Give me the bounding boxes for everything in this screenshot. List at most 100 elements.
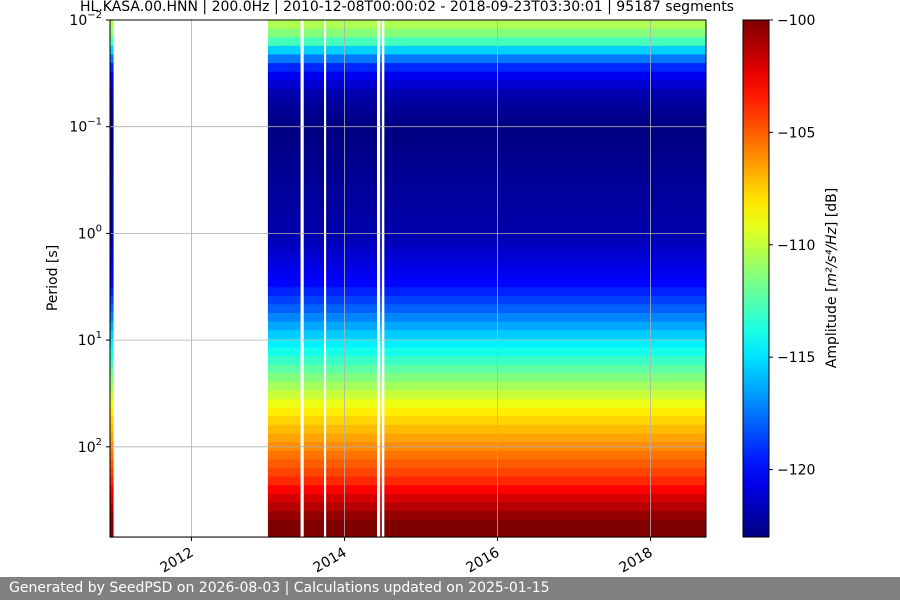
heatmap-row	[110, 192, 706, 202]
y-tick-label: 10−1	[69, 117, 102, 136]
y-tick-base: 10	[78, 226, 96, 242]
y-tick-base: 10	[69, 120, 87, 136]
heatmap-row	[110, 450, 706, 461]
colorbar-label: Amplitude [m²/s⁴/Hz] [dB]	[824, 188, 840, 368]
heatmap-row	[110, 364, 706, 374]
heatmap-row	[110, 261, 706, 271]
heatmap-row	[110, 54, 706, 64]
y-tick-exponent: 1	[96, 330, 102, 341]
heatmap-row	[110, 132, 706, 142]
heatmap-row	[110, 407, 706, 417]
heatmap-row	[110, 278, 706, 288]
y-tick-exponent: 2	[96, 437, 102, 448]
heatmap-row	[110, 114, 706, 124]
heatmap-row	[110, 424, 706, 435]
heatmap-row	[110, 45, 706, 56]
plot-frame	[109, 19, 707, 538]
heatmap-row	[110, 416, 706, 426]
y-tick-exponent: 0	[96, 223, 102, 234]
heatmap-row	[110, 200, 706, 211]
heatmap-row	[110, 519, 706, 529]
colorbar	[742, 19, 770, 538]
data-gap	[113, 20, 268, 537]
y-tick-exponent: −1	[87, 117, 102, 128]
heatmap-row	[110, 123, 706, 133]
colorbar-label-post: ] [dB]	[824, 188, 840, 227]
heatmap-row	[110, 269, 706, 280]
footer-text: Generated by SeedPSD on 2026-08-03 | Cal…	[9, 580, 550, 596]
heatmap-row	[110, 321, 706, 331]
heatmap-row	[110, 244, 706, 254]
heatmap-row	[110, 511, 706, 521]
x-tick-label: 2012	[158, 545, 197, 577]
psd-chart: HL.KASA.00.HNN | 200.0Hz | 2010-12-08T00…	[45, 0, 840, 576]
heatmap-row	[110, 63, 706, 73]
y-tick-base: 10	[78, 440, 96, 456]
heatmap-row	[110, 97, 706, 107]
y-tick-label: 101	[78, 330, 102, 349]
heatmap-row	[110, 252, 706, 262]
heatmap-row	[110, 88, 706, 99]
heatmap-row	[110, 493, 706, 504]
data-gap	[324, 20, 327, 537]
footer-banner: Generated by SeedPSD on 2026-08-03 | Cal…	[0, 577, 900, 600]
data-gap	[377, 20, 381, 537]
heatmap-row	[110, 295, 706, 305]
y-tick-base: 10	[69, 13, 87, 29]
heatmap-row	[110, 390, 706, 400]
data-gap	[381, 20, 385, 537]
colorbar-ticks: −100 −105 −110 −115 −120	[769, 13, 815, 479]
heatmap-row	[110, 459, 706, 469]
heatmap-row	[110, 149, 706, 159]
heatmap-row	[110, 183, 706, 193]
spectrogram-heatmap	[110, 20, 706, 538]
heatmap-row	[110, 226, 706, 237]
heatmap-row	[110, 485, 706, 495]
heatmap-row	[110, 140, 706, 150]
heatmap-row	[110, 80, 706, 90]
heatmap-row	[110, 433, 706, 443]
y-tick-exponent: −2	[87, 10, 102, 21]
heatmap-row	[110, 37, 706, 47]
heatmap-row	[110, 381, 706, 392]
colorbar-label-math: m²/s⁴/Hz	[824, 226, 840, 286]
colorbar-tick-label: −110	[777, 238, 815, 254]
heatmap-row	[110, 157, 706, 168]
heatmap-row	[110, 175, 706, 185]
heatmap-row	[110, 166, 706, 176]
heatmap-row	[110, 468, 706, 478]
colorbar-tick-label: −120	[777, 463, 815, 479]
heatmap-row	[110, 356, 706, 366]
data-gap	[300, 20, 304, 537]
heatmap-row	[110, 218, 706, 228]
heatmap-row	[110, 209, 706, 219]
colorbar-label-pre: Amplitude [	[824, 287, 840, 369]
heatmap-row	[110, 330, 706, 340]
y-tick-base: 10	[78, 333, 96, 349]
heatmap-row	[110, 20, 706, 30]
heatmap-row	[110, 399, 706, 409]
heatmap-row	[110, 502, 706, 512]
heatmap-row	[110, 476, 706, 486]
x-tick-label: 2016	[464, 545, 503, 577]
y-tick-label: 102	[78, 437, 102, 456]
y-tick-label: 100	[78, 223, 102, 242]
colorbar-tick-label: −115	[777, 350, 815, 366]
heatmap-row	[110, 287, 706, 297]
heatmap-row	[110, 312, 706, 323]
heatmap-row	[110, 28, 706, 38]
heatmap-row	[110, 304, 706, 314]
x-tick-label: 2018	[617, 545, 656, 577]
y-axis-label: Period [s]	[45, 245, 61, 311]
heatmap-row	[110, 338, 706, 349]
colorbar-tick-label: −105	[777, 125, 815, 141]
heatmap-row	[110, 71, 706, 81]
chart-title: HL.KASA.00.HNN | 200.0Hz | 2010-12-08T00…	[80, 0, 734, 15]
heatmap-row	[110, 528, 706, 538]
heatmap-row	[110, 347, 706, 357]
x-tick-label: 2014	[311, 545, 350, 577]
x-axis-ticks: 2012 2014 2016 2018	[158, 537, 656, 576]
heatmap-row	[110, 106, 706, 116]
colorbar-tick-label: −100	[777, 13, 815, 29]
